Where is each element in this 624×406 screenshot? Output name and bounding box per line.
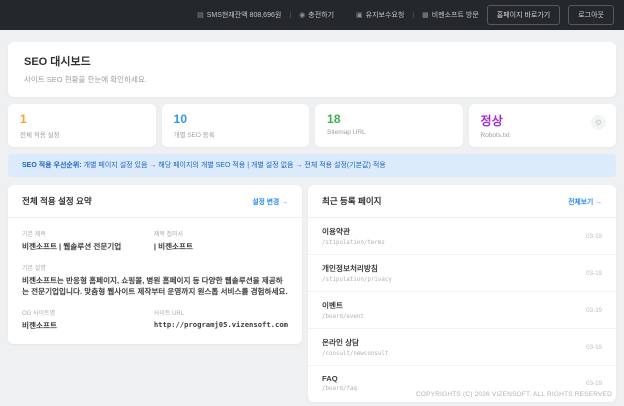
field-og-sitename: OG 사이트명 비젠소프트: [22, 308, 144, 331]
charge-label: 충전하기: [308, 12, 335, 19]
page-item-path: /stipulation/privacy: [322, 277, 392, 284]
stat-card-sitemap: 18 Sitemap URL: [315, 104, 463, 147]
visit-icon: ▦: [422, 12, 429, 19]
maintenance-label: 유지보수요청: [365, 12, 405, 19]
stat-label: Robots.txt: [480, 132, 510, 139]
topbar-divider: |: [289, 11, 292, 19]
page-item-date: 03-19: [586, 379, 602, 387]
stat-card-individual-seo: 10 개별 SEO 등록: [161, 104, 309, 147]
page-item-title: 개인정보처리방침: [322, 264, 378, 274]
list-item[interactable]: 온라인 상담 /consult/newconsult 03-19: [308, 329, 616, 367]
page-item-title: 이용약관: [322, 227, 350, 237]
maintenance-link[interactable]: ▣ 유지보수요청: [356, 10, 404, 20]
charge-link[interactable]: ◉ 충전하기: [299, 10, 334, 20]
field-value: | 비젠소프트: [153, 242, 194, 252]
stat-card-robots: 정상 Robots.txt ⚙: [468, 104, 616, 147]
summary-fields: 기본 제목 비젠소프트 | 웹솔루션 전문기업 제목 접미사 | 비젠소프트 기…: [8, 218, 302, 344]
list-item[interactable]: 개인정보처리방침 /stipulation/privacy 03-19: [308, 255, 616, 293]
visit-label: 비젠소프트 방문: [431, 12, 479, 19]
page-item-title: 이벤트: [322, 301, 343, 311]
sms-balance[interactable]: ▤ SMS현재잔액 808,696원: [197, 10, 281, 20]
field-label: 사이트 URL: [153, 311, 185, 318]
maintenance-icon: ▣: [356, 12, 363, 19]
field-label: OG 사이트명: [22, 311, 56, 318]
page-title: SEO 대시보드: [24, 56, 91, 68]
vizensoft-visit-link[interactable]: ▦ 비젠소프트 방문: [422, 10, 479, 20]
page-content: SEO 대시보드 사이트 SEO 현황을 한눈에 확인하세요. 1 전체 적용 …: [0, 30, 624, 403]
panels-row: 전체 적용 설정 요약 설정 변경 → 기본 제목 비젠소프트 | 웹솔루션 전…: [8, 185, 616, 403]
page-item-path: /consult/newconsult: [322, 351, 389, 358]
field-label: 기본 제목: [22, 232, 46, 239]
seo-priority-notice: SEO 적용 우선순위: 개별 페이지 설정 있음 → 해당 페이지의 개별 S…: [8, 154, 616, 178]
field-value: 비젠소프트 | 웹솔루션 전문기업: [22, 242, 122, 252]
stat-cards-row: 1 전체 적용 설정 10 개별 SEO 등록 18 Sitemap URL 정…: [8, 104, 616, 147]
stat-label: Sitemap URL: [327, 129, 366, 136]
topbar-divider: |: [412, 11, 415, 19]
stat-label: 개별 SEO 등록: [173, 132, 215, 139]
field-label: 기본 설명: [22, 266, 46, 273]
field-value: 비젠소프트는 반응형 홈페이지, 쇼핑몰, 병원 홈페이지 등 다양한 웹솔루션…: [22, 276, 288, 297]
notice-text: 개별 페이지 설정 있음 → 해당 페이지의 개별 SEO 적용 | 개별 설정…: [81, 162, 386, 169]
view-all-link[interactable]: 전체보기 →: [568, 199, 602, 207]
recent-pages-panel: 최근 등록 페이지 전체보기 → 이용약관 /stipulation/terms…: [308, 185, 616, 403]
page-item-date: 03-19: [586, 232, 602, 240]
page-item-title: FAQ: [322, 374, 338, 384]
summary-panel-header: 전체 적용 설정 요약 설정 변경 →: [8, 185, 302, 219]
field-label: 제목 접미사: [153, 232, 184, 239]
stat-label: 전체 적용 설정: [20, 132, 60, 139]
page-item-path: /stipulation/terms: [322, 240, 385, 247]
list-item[interactable]: FAQ /board/faq 03-19: [308, 366, 616, 400]
field-default-title: 기본 제목 비젠소프트 | 웹솔루션 전문기업: [22, 229, 144, 252]
field-value: 비젠소프트: [22, 321, 57, 331]
stat-card-global-settings: 1 전체 적용 설정: [8, 104, 156, 147]
page-item-date: 03-19: [586, 269, 602, 277]
top-bar: ▤ SMS현재잔액 808,696원 | ◉ 충전하기 ▣ 유지보수요청 | ▦…: [0, 0, 624, 30]
robots-settings-icon[interactable]: ⚙: [591, 115, 606, 130]
page-subtitle: 사이트 SEO 현황을 한눈에 확인하세요.: [24, 75, 147, 84]
notice-prefix: SEO 적용 우선순위:: [22, 162, 82, 169]
stat-value: 10: [173, 112, 188, 126]
summary-panel: 전체 적용 설정 요약 설정 변경 → 기본 제목 비젠소프트 | 웹솔루션 전…: [8, 185, 302, 345]
homepage-button[interactable]: 홈페이지 바로가기: [486, 5, 561, 25]
recent-pages-list: 이용약관 /stipulation/terms 03-19 개인정보처리방침 /…: [308, 218, 616, 402]
change-settings-link[interactable]: 설정 변경 →: [252, 199, 288, 207]
recent-panel-title: 최근 등록 페이지: [322, 196, 382, 207]
sms-card-icon: ▤: [197, 12, 204, 19]
sms-balance-label: SMS현재잔액 808,696원: [206, 12, 282, 19]
list-item[interactable]: 이용약관 /stipulation/terms 03-19: [308, 218, 616, 256]
charge-icon: ◉: [299, 12, 306, 19]
stat-value: 정상: [480, 114, 503, 128]
page-item-path: /board/event: [322, 314, 364, 321]
field-default-description: 기본 설명 비젠소프트는 반응형 홈페이지, 쇼핑몰, 병원 홈페이지 등 다양…: [22, 263, 288, 297]
page-item-date: 03-19: [586, 343, 602, 351]
field-value: http://programj05.vizensoft.com: [153, 320, 288, 330]
dashboard-header-card: SEO 대시보드 사이트 SEO 현황을 한눈에 확인하세요.: [8, 42, 616, 97]
page-item-path: /board/faq: [322, 386, 357, 393]
stat-value: 1: [20, 112, 27, 126]
field-site-url: 사이트 URL http://programj05.vizensoft.com: [154, 308, 288, 331]
stat-value: 18: [327, 112, 341, 126]
summary-panel-title: 전체 적용 설정 요약: [22, 196, 92, 207]
copyright-text: COPYRIGHTS (C) 2026 VIZENSOFT. ALL RIGHT…: [415, 391, 612, 398]
recent-panel-header: 최근 등록 페이지 전체보기 →: [308, 185, 616, 219]
logout-button[interactable]: 로그아웃: [568, 5, 614, 25]
page-item-title: 온라인 상담: [322, 338, 360, 348]
page-item-date: 03-19: [586, 306, 602, 314]
field-title-suffix: 제목 접미사 | 비젠소프트: [154, 229, 288, 252]
list-item[interactable]: 이벤트 /board/event 03-19: [308, 292, 616, 330]
